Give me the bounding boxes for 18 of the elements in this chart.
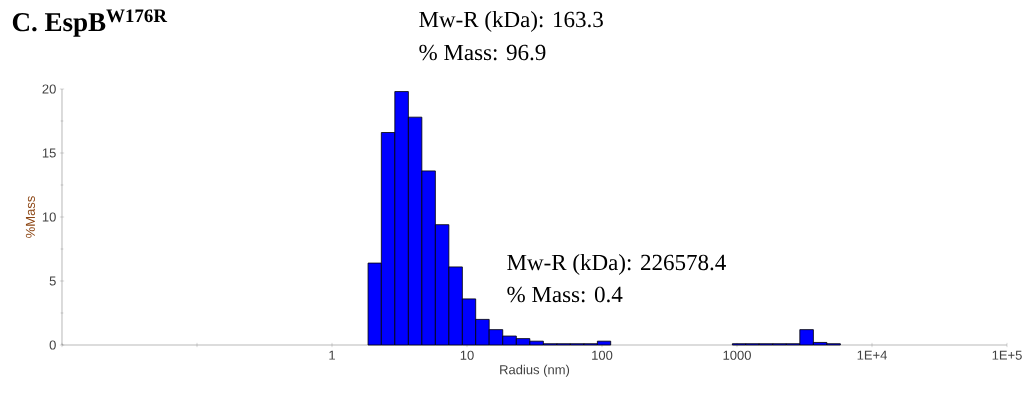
annotation: % Mass: 0.4 (507, 286, 623, 303)
x-tick-label: 10 (460, 350, 474, 360)
text: % Mass: 96.9 (419, 44, 546, 61)
annotation: Mw-R (kDa): 226578.4 (507, 254, 726, 275)
chart-title: C. EspB$^{W176R}$ (12, 9, 168, 37)
x-tick-label: 1E+5 (992, 350, 1022, 360)
y-tick-label: 0 (49, 340, 56, 350)
y-tick-label: 20 (42, 84, 56, 94)
y-tick-label: 15 (42, 148, 56, 158)
x-tick-label: 100 (592, 350, 613, 360)
x-tick-label: 1E+4 (857, 350, 887, 360)
text: Mw-R (kDa): 163.3 (419, 11, 603, 32)
y-tick-label: 10 (42, 212, 56, 222)
x-tick-label: 1 (329, 350, 335, 360)
y-tick-label: 5 (49, 276, 56, 286)
x-tick-label: 1000 (723, 350, 751, 360)
x-axis-title: Radius (nm) (500, 364, 570, 377)
y-axis-title: %Mass (25, 196, 35, 238)
